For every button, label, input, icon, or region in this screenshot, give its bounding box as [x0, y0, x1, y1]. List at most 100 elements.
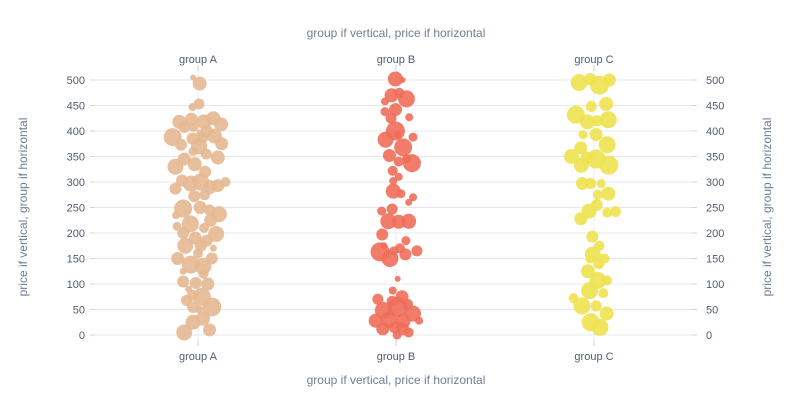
bubble-group-b-50 [405, 113, 413, 121]
bubble-group-b-25 [401, 236, 410, 245]
bubble-group-a-10 [201, 278, 214, 291]
bubble-group-a-12 [177, 275, 189, 287]
bubble-group-c-26 [576, 177, 589, 190]
bubble-group-b-23 [380, 242, 387, 249]
bubble-group-c-12 [599, 254, 609, 264]
bubble-group-c-4 [569, 293, 579, 303]
bubble-group-b-31 [387, 204, 398, 215]
bubble-group-a-19 [171, 252, 184, 265]
bubble-group-a-35 [194, 201, 207, 214]
bubble-group-a-67 [206, 111, 220, 125]
bubble-group-c-41 [586, 101, 597, 112]
y-tick-label-right: 450 [706, 101, 724, 113]
x-tick-label-bottom: group C [574, 351, 613, 363]
y-axis-title-left: price if vertical, group if horizontal [16, 118, 30, 297]
bubble-group-c-35 [579, 130, 588, 139]
y-tick-label-left: 400 [67, 126, 85, 138]
bubble-group-c-1 [592, 319, 609, 336]
y-tick-label-right: 350 [706, 152, 724, 164]
x-tick-label-top: group A [179, 54, 218, 66]
bubble-group-c-34 [590, 128, 603, 141]
bubble-group-b-49 [381, 107, 390, 116]
bubble-group-b-14 [372, 294, 383, 305]
bubble-group-c-5 [591, 300, 602, 311]
bubble-group-c-16 [586, 231, 598, 243]
bubble-group-a-25 [189, 232, 202, 245]
bubble-group-b-57 [400, 77, 406, 83]
bubble-group-a-11 [190, 277, 202, 289]
y-tick-label-right: 200 [706, 228, 724, 240]
bubble-group-a-57 [164, 128, 182, 146]
y-tick-label-left: 300 [67, 177, 85, 189]
y-tick-label-left: 250 [67, 203, 85, 215]
bubble-group-a-26 [208, 226, 224, 242]
y-tick-label-left: 500 [67, 75, 85, 87]
bubble-group-c-3 [600, 307, 614, 321]
bubble-group-c-22 [601, 187, 615, 201]
y-tick-labels-left: 050100150200250300350400450500 [67, 75, 85, 342]
bubble-group-c-21 [591, 199, 603, 211]
bubble-group-b-38 [388, 166, 398, 176]
bubble-group-b-21 [411, 245, 422, 256]
bubble-group-c-32 [599, 136, 616, 153]
y-tick-label-right: 150 [706, 254, 724, 266]
bubble-group-a-72 [193, 77, 207, 91]
bubble-group-b-29 [401, 214, 416, 229]
bubble-group-a-36 [174, 200, 192, 218]
data-points [164, 71, 621, 340]
bubble-group-c-6 [598, 288, 608, 298]
bubble-group-a-50 [211, 151, 225, 165]
bubble-group-b-35 [386, 184, 401, 199]
y-tick-label-right: 50 [706, 305, 718, 317]
y-tick-label-left: 0 [79, 330, 85, 342]
bubble-group-a-30 [182, 215, 199, 232]
x-tick-label-top: group C [574, 54, 613, 66]
bubble-group-b-41 [383, 149, 396, 162]
bubble-group-b-30 [377, 207, 386, 216]
bubble-group-c-45 [584, 73, 596, 85]
bubble-group-b-51 [389, 103, 402, 116]
bubble-group-b-43 [394, 138, 412, 156]
x-axis-title-bottom: group if vertical, price if horizontal [307, 373, 486, 387]
bubble-group-c-33 [574, 141, 587, 154]
bubble-group-a-65 [172, 115, 186, 129]
x-tick-labels-top: group A group B group C [179, 54, 614, 66]
bubble-group-a-21 [210, 245, 217, 252]
bubble-group-a-28 [173, 222, 182, 231]
x-tick-labels-bottom: group A group B group C [179, 351, 614, 363]
bubble-group-a-18 [206, 253, 218, 265]
bubble-group-c-43 [603, 74, 616, 87]
bubble-group-b-15 [396, 290, 409, 303]
y-tick-label-right: 400 [706, 126, 724, 138]
y-tick-label-right: 500 [706, 75, 724, 87]
y-tick-label-right: 300 [706, 177, 724, 189]
bubble-group-a-68 [185, 113, 198, 126]
bubble-group-c-29 [599, 156, 618, 175]
bubble-group-c-24 [597, 179, 606, 188]
bubble-group-b-16 [389, 287, 397, 295]
y-tick-labels-right: 0 50 100 150 200 250 300 350 400 450 500 [706, 75, 724, 342]
x-axis-title-top: group if vertical, price if horizontal [307, 26, 486, 40]
bubble-group-a-49 [178, 153, 191, 166]
y-tick-label-left: 50 [73, 305, 85, 317]
y-tick-label-left: 450 [67, 101, 85, 113]
bubble-group-c-9 [602, 275, 612, 285]
bubble-group-a-13 [185, 286, 192, 293]
bubble-group-b-54 [381, 97, 389, 105]
bubble-group-b-33 [409, 193, 417, 201]
bubble-group-c-39 [592, 115, 603, 126]
y-axis-title-right: price if vertical, group if horizontal [760, 118, 774, 297]
bubble-group-b-26 [376, 229, 388, 241]
y-tick-label-right: 100 [706, 279, 724, 291]
x-tick-label-bottom: group B [377, 351, 416, 363]
bubble-group-c-19 [610, 206, 621, 217]
x-tick-label-top: group B [377, 54, 416, 66]
bubble-group-b-17 [395, 276, 401, 282]
y-tick-label-left: 200 [67, 228, 85, 240]
x-tick-label-bottom: group A [179, 351, 218, 363]
bubble-group-c-23 [593, 190, 603, 200]
bubble-group-a-17 [180, 268, 187, 275]
bubble-group-a-44 [221, 177, 231, 187]
bubble-group-c-10 [581, 264, 595, 278]
